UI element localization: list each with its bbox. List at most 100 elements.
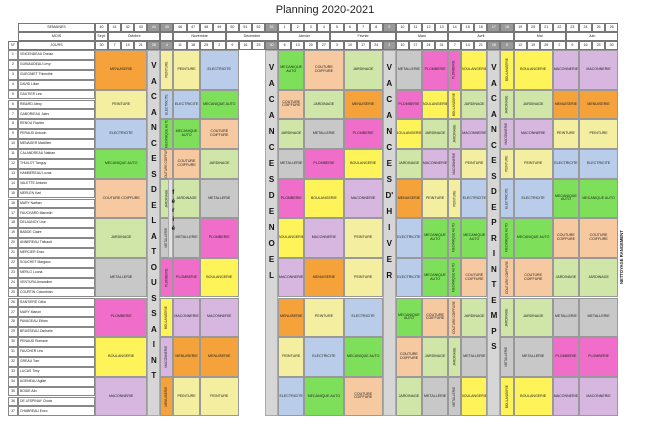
activity-electricite[interactable]: ELECTRICITE bbox=[199, 50, 239, 90]
activity-plomberie[interactable]: PLOMBERIE bbox=[448, 50, 462, 90]
activity-couture[interactable]: COUTURE COIFFURE bbox=[513, 257, 553, 298]
activity-maconnerie[interactable]: MACONNERIE bbox=[199, 297, 239, 338]
activity-metallerie[interactable]: METALLERIE bbox=[448, 376, 462, 417]
activity-menuiserie[interactable]: MENUISERIE bbox=[160, 376, 174, 417]
activity-menuiserie[interactable]: MENUISERIE bbox=[552, 89, 579, 120]
activity-plomberie[interactable]: PLOMBERIE bbox=[278, 178, 305, 219]
activity-jardinage[interactable]: JARDINAGE bbox=[513, 89, 553, 120]
activity-menuiserie[interactable]: MENUISERIE bbox=[278, 297, 305, 338]
activity-jardinage[interactable]: JARDINAGE bbox=[448, 337, 462, 377]
activity-meca[interactable]: MECANIQUE AUTO bbox=[500, 218, 514, 258]
activity-maconnerie[interactable]: MACONNERIE bbox=[461, 119, 488, 149]
activity-boulangerie[interactable]: BOULANGERIE bbox=[95, 337, 148, 377]
activity-menuiserie[interactable]: MENUISERIE bbox=[578, 89, 619, 120]
activity-jardinage[interactable]: JARDINAGE bbox=[422, 337, 449, 377]
activity-meca[interactable]: MECANIQUE AUTO bbox=[199, 89, 239, 120]
activity-boulangerie[interactable]: BOULANGERIE bbox=[500, 50, 514, 90]
activity-menuiserie[interactable]: MENUISERIE bbox=[304, 257, 344, 298]
activity-boulangerie[interactable]: BOULANGERIE bbox=[422, 89, 449, 120]
activity-peinture[interactable]: PEINTURE bbox=[173, 50, 200, 90]
activity-peinture[interactable]: PEINTURE bbox=[513, 149, 553, 179]
activity-plomberie[interactable]: PLOMBERIE bbox=[395, 89, 422, 120]
activity-peinture[interactable]: PEINTURE bbox=[500, 149, 514, 179]
activity-meca[interactable]: MECANIQUE AUTO bbox=[461, 218, 488, 258]
activity-metallerie[interactable]: METALLERIE bbox=[578, 297, 619, 338]
activity-meca[interactable]: MECANIQUE AUTO bbox=[95, 149, 148, 179]
activity-plomberie[interactable]: PLOMBERIE bbox=[578, 337, 619, 377]
activity-maconnerie[interactable]: MACONNERIE bbox=[422, 149, 449, 179]
activity-meca[interactable]: MECANIQUE AUTO bbox=[343, 337, 383, 377]
activity-electricite[interactable]: ELECTRICITE bbox=[278, 376, 305, 417]
activity-peinture[interactable]: PEINTURE bbox=[160, 50, 174, 90]
activity-electricite[interactable]: ELECTRICITE bbox=[95, 119, 148, 149]
activity-meca[interactable]: MECANIQUE AUTO bbox=[173, 119, 200, 149]
activity-menuiserie[interactable]: MENUISERIE bbox=[395, 178, 422, 219]
activity-jardinage[interactable]: JARDINAGE bbox=[95, 218, 148, 258]
activity-plomberie[interactable]: PLOMBERIE bbox=[199, 218, 239, 258]
activity-boulangerie[interactable]: BOULANGERIE bbox=[343, 149, 383, 179]
activity-boulangerie[interactable]: BOULANGERIE bbox=[461, 50, 488, 90]
activity-jardinage[interactable]: JARDINAGE bbox=[552, 257, 579, 298]
activity-boulangerie[interactable]: BOULANGERIE bbox=[500, 376, 514, 417]
activity-couture[interactable]: COUTURE COIFFURE bbox=[343, 376, 383, 417]
activity-maconnerie[interactable]: MACONNERIE bbox=[173, 297, 200, 338]
activity-boulangerie[interactable]: BOULANGERIE bbox=[513, 50, 553, 90]
activity-maconnerie[interactable]: MACONNERIE bbox=[95, 376, 148, 417]
activity-jardinage[interactable]: JARDINAGE bbox=[395, 149, 422, 179]
activity-metallerie[interactable]: METALLERIE bbox=[395, 50, 422, 90]
activity-maconnerie[interactable]: MACONNERIE bbox=[448, 149, 462, 179]
activity-jardinage[interactable]: JARDINAGE bbox=[461, 297, 488, 338]
activity-jardinage[interactable]: JARDINAGE bbox=[461, 89, 488, 120]
activity-jardinage[interactable]: JARDINAGE bbox=[395, 376, 422, 417]
activity-jardinage[interactable]: JARDINAGE bbox=[448, 119, 462, 149]
activity-jardinage[interactable]: JARDINAGE bbox=[422, 119, 449, 149]
activity-couture[interactable]: COUTURE COIFFURE bbox=[199, 119, 239, 149]
activity-electricite[interactable]: ELECTRICITE bbox=[173, 89, 200, 120]
activity-maconnerie[interactable]: MACONNERIE bbox=[500, 119, 514, 149]
activity-couture[interactable]: COUTURE COIFFURE bbox=[422, 297, 449, 338]
activity-jardinage[interactable]: JARDINAGE bbox=[343, 50, 383, 90]
activity-meca[interactable]: MECANIQUE AUTO bbox=[448, 218, 462, 258]
activity-meca[interactable]: MECANIQUE AUTO bbox=[395, 297, 422, 338]
activity-couture[interactable]: COUTURE COIFFURE bbox=[500, 257, 514, 298]
activity-maconnerie[interactable]: MACONNERIE bbox=[552, 376, 579, 417]
activity-peinture[interactable]: PEINTURE bbox=[199, 376, 239, 417]
activity-boulangerie[interactable]: BOULANGERIE bbox=[395, 119, 422, 149]
activity-electricite[interactable]: ELECTRICITE bbox=[304, 337, 344, 377]
activity-couture[interactable]: COUTURE COIFFURE bbox=[278, 89, 305, 120]
activity-maconnerie[interactable]: MACONNERIE bbox=[160, 337, 174, 377]
activity-couture[interactable]: COUTURE COIFFURE bbox=[552, 218, 579, 258]
activity-plomberie[interactable]: PLOMBERIE bbox=[95, 297, 148, 338]
activity-metallerie[interactable]: METALLERIE bbox=[552, 297, 579, 338]
activity-menuiserie[interactable]: MENUISERIE bbox=[343, 89, 383, 120]
activity-meca[interactable]: MECANIQUE AUTO bbox=[422, 218, 449, 258]
activity-maconnerie[interactable]: MACONNERIE bbox=[304, 218, 344, 258]
activity-metallerie[interactable]: METALLERIE bbox=[173, 218, 200, 258]
activity-peinture[interactable]: PEINTURE bbox=[461, 149, 488, 179]
activity-plomberie[interactable]: PLOMBERIE bbox=[304, 149, 344, 179]
activity-plomberie[interactable]: PLOMBERIE bbox=[160, 257, 174, 298]
activity-metallerie[interactable]: METALLERIE bbox=[278, 149, 305, 179]
activity-electricite[interactable]: ELECTRICITE bbox=[395, 218, 422, 258]
activity-electricite[interactable]: ELECTRICITE bbox=[343, 297, 383, 338]
activity-couture[interactable]: COUTURE COIFFURE bbox=[304, 50, 344, 90]
activity-maconnerie[interactable]: MACONNERIE bbox=[513, 119, 553, 149]
activity-couture[interactable]: COUTURE COIFFURE bbox=[160, 149, 174, 179]
activity-meca[interactable]: MECANIQUE AUTO bbox=[278, 50, 305, 90]
activity-boulangerie[interactable]: BOULANGERIE bbox=[304, 178, 344, 219]
activity-jardinage[interactable]: JARDINAGE bbox=[278, 119, 305, 149]
activity-peinture[interactable]: PEINTURE bbox=[343, 257, 383, 298]
activity-jardinage[interactable]: JARDINAGE bbox=[513, 297, 553, 338]
activity-metallerie[interactable]: METALLERIE bbox=[500, 337, 514, 377]
activity-metallerie[interactable]: METALLERIE bbox=[95, 257, 148, 298]
activity-menuiserie[interactable]: MENUISERIE bbox=[95, 50, 148, 90]
activity-couture[interactable]: COUTURE COIFFURE bbox=[95, 178, 148, 219]
activity-peinture[interactable]: PEINTURE bbox=[95, 89, 148, 120]
activity-metallerie[interactable]: METALLERIE bbox=[513, 337, 553, 377]
activity-meca[interactable]: MECANIQUE AUTO bbox=[552, 178, 579, 219]
activity-menuiserie[interactable]: MENUISERIE bbox=[173, 337, 200, 377]
activity-meca[interactable]: MECANIQUE AUTO bbox=[304, 376, 344, 417]
activity-plomberie[interactable]: PLOMBERIE bbox=[422, 50, 449, 90]
activity-jardinage[interactable]: JARDINAGE bbox=[304, 89, 344, 120]
activity-electricite[interactable]: ELECTRICITE bbox=[160, 89, 174, 120]
